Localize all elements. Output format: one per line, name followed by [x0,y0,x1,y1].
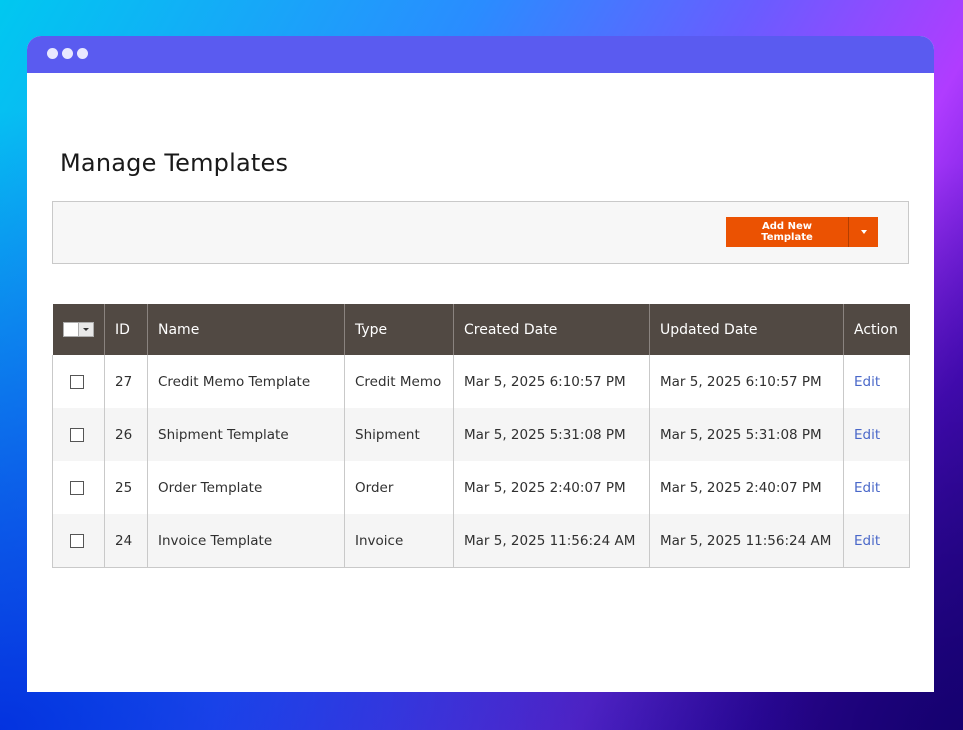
row-updated-date: Mar 5, 2025 6:10:57 PM [649,355,844,408]
row-action-cell: Edit [843,355,910,408]
column-header-name[interactable]: Name [147,304,345,355]
row-checkbox[interactable] [70,480,84,495]
add-template-split-button: Add New Template [726,217,878,247]
column-header-updated-date[interactable]: Updated Date [649,304,844,355]
page-actions-toolbar: Add New Template [52,201,909,264]
row-id: 26 [104,408,148,461]
mass-select-control[interactable] [62,322,94,337]
grid-header-row: ID Name Type Created Date Updated Date A… [52,304,910,355]
row-action-cell: Edit [843,514,910,568]
table-row: 24 Invoice Template Invoice Mar 5, 2025 … [52,514,910,568]
row-type: Credit Memo [344,355,454,408]
mass-select-header [52,304,105,355]
edit-link[interactable]: Edit [854,479,881,496]
window-dot-icon[interactable] [47,48,58,59]
row-checkbox[interactable] [70,533,84,548]
window-dot-icon[interactable] [77,48,88,59]
row-updated-date: Mar 5, 2025 5:31:08 PM [649,408,844,461]
table-row: 25 Order Template Order Mar 5, 2025 2:40… [52,461,910,514]
row-name: Order Template [147,461,345,514]
row-created-date: Mar 5, 2025 5:31:08 PM [453,408,650,461]
row-created-date: Mar 5, 2025 11:56:24 AM [453,514,650,568]
mass-select-dropdown[interactable] [79,322,94,337]
caret-down-icon [83,328,90,331]
window-dot-icon[interactable] [62,48,73,59]
row-select-cell [52,461,105,514]
row-action-cell: Edit [843,408,910,461]
window-titlebar [27,36,934,73]
mass-select-checkbox[interactable] [62,322,80,337]
row-id: 24 [104,514,148,568]
row-checkbox[interactable] [70,427,84,442]
column-header-created-date[interactable]: Created Date [453,304,650,355]
add-new-template-button[interactable]: Add New Template [726,217,848,247]
row-created-date: Mar 5, 2025 2:40:07 PM [453,461,650,514]
row-checkbox[interactable] [70,374,84,389]
row-name: Invoice Template [147,514,345,568]
row-type: Shipment [344,408,454,461]
row-updated-date: Mar 5, 2025 2:40:07 PM [649,461,844,514]
add-template-options-button[interactable] [848,217,878,247]
row-name: Credit Memo Template [147,355,345,408]
row-select-cell [52,355,105,408]
edit-link[interactable]: Edit [854,532,881,549]
row-action-cell: Edit [843,461,910,514]
table-row: 26 Shipment Template Shipment Mar 5, 202… [52,408,910,461]
row-id: 25 [104,461,148,514]
row-type: Invoice [344,514,454,568]
row-type: Order [344,461,454,514]
table-row: 27 Credit Memo Template Credit Memo Mar … [52,355,910,408]
column-header-action: Action [843,304,910,355]
caret-down-icon [860,230,867,234]
row-id: 27 [104,355,148,408]
edit-link[interactable]: Edit [854,426,881,443]
column-header-type[interactable]: Type [344,304,454,355]
templates-grid: ID Name Type Created Date Updated Date A… [52,304,910,568]
page-title: Manage Templates [60,149,289,177]
row-select-cell [52,408,105,461]
row-select-cell [52,514,105,568]
edit-link[interactable]: Edit [854,373,881,390]
column-header-id[interactable]: ID [104,304,148,355]
row-updated-date: Mar 5, 2025 11:56:24 AM [649,514,844,568]
row-name: Shipment Template [147,408,345,461]
browser-window: Manage Templates Add New Template ID Na [27,36,934,692]
row-created-date: Mar 5, 2025 6:10:57 PM [453,355,650,408]
